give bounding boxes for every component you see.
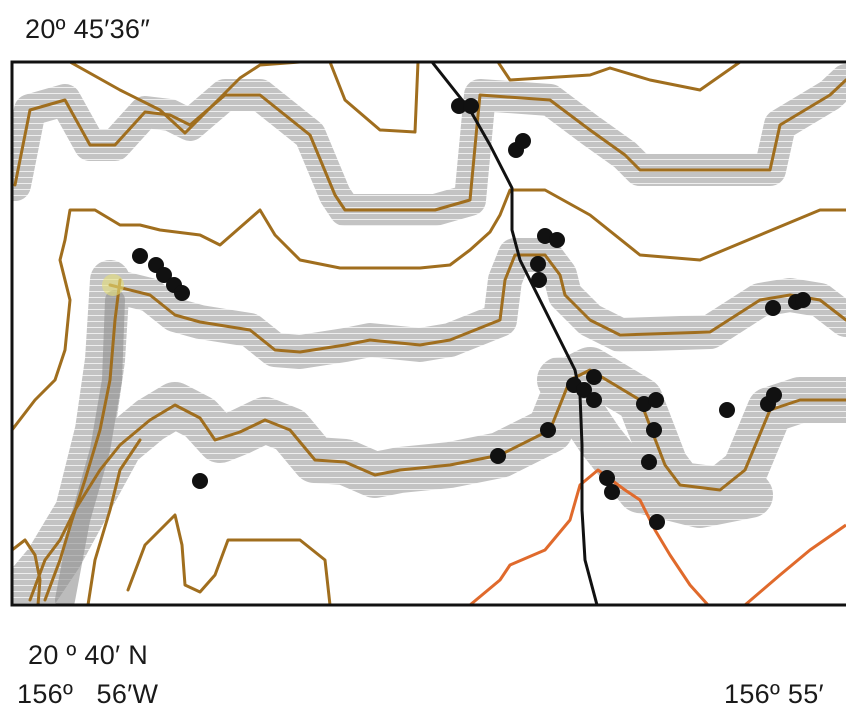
point [192, 473, 208, 489]
frame-border [10, 60, 846, 607]
point [648, 392, 664, 408]
buffer-band-5 [537, 357, 773, 528]
buffer-zones [12, 64, 846, 605]
point [540, 422, 556, 438]
contour-low-1 [43, 278, 122, 602]
contour-lines [12, 62, 846, 605]
contour-top-3 [496, 62, 742, 92]
point [132, 248, 148, 264]
contour-low-3 [12, 538, 42, 605]
roads [430, 62, 599, 605]
bottom-latitude-label: 20 º 40′ N [28, 640, 148, 670]
road-main [430, 62, 599, 605]
point [531, 272, 547, 288]
buffer-band-2 [93, 238, 846, 369]
point [646, 422, 662, 438]
point [649, 514, 665, 530]
point [156, 267, 172, 283]
contour-mid-2 [108, 253, 846, 354]
point [515, 133, 531, 149]
point [174, 285, 190, 301]
contour-top-1 [13, 78, 846, 212]
right-longitude-label: 156º 55′ [724, 679, 824, 709]
point [586, 392, 602, 408]
orange-contour-1 [469, 468, 846, 605]
contour-low-2 [28, 368, 846, 602]
point [549, 232, 565, 248]
point [490, 448, 506, 464]
secondary-contours [469, 468, 846, 605]
point [795, 292, 811, 308]
highlight-site [102, 274, 124, 296]
point [463, 98, 479, 114]
left-longitude-label: 156º 56′W [17, 679, 159, 709]
observation-points [132, 98, 811, 530]
point [765, 300, 781, 316]
point [576, 382, 592, 398]
point [599, 470, 615, 486]
point [719, 402, 735, 418]
point [451, 98, 467, 114]
contour-bottom-1 [126, 513, 332, 605]
point [641, 454, 657, 470]
map-frame [10, 60, 846, 607]
contour-low-4 [86, 438, 142, 605]
point [586, 369, 602, 385]
point [604, 484, 620, 500]
top-latitude-label: 20º 45′36″ [25, 14, 151, 44]
contour-top-2 [68, 62, 420, 135]
contour-mid-1 [12, 188, 846, 432]
point [766, 387, 782, 403]
point [530, 256, 546, 272]
